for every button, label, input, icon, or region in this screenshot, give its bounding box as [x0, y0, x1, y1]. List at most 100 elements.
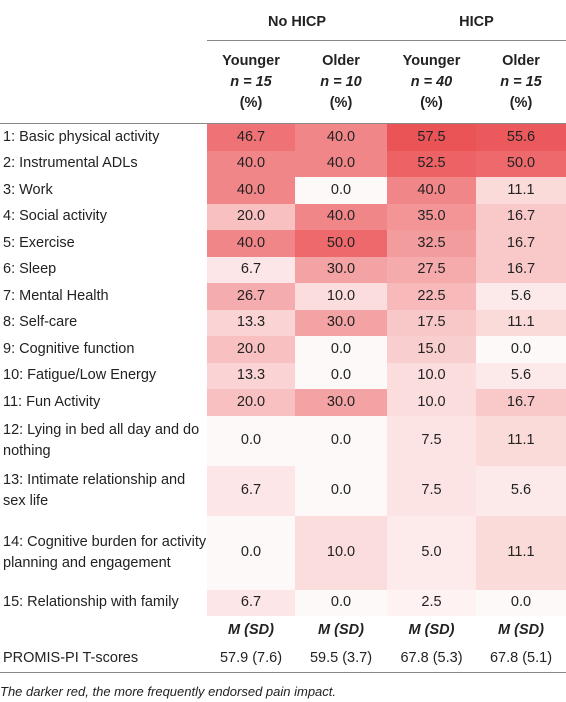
stat-header: M (SD)	[408, 622, 455, 638]
column-unit: (%)	[420, 94, 443, 111]
value-cell: 13.3	[207, 309, 295, 336]
value-cell: 32.5	[387, 230, 476, 257]
column-label: Older	[322, 52, 360, 69]
value-cell: 30.0	[295, 389, 387, 416]
value-cell: 7.5	[387, 415, 476, 466]
column-label: Younger	[222, 52, 280, 69]
value-cell: 40.0	[207, 230, 295, 257]
value-cell: 40.0	[207, 177, 295, 204]
stat-header: M (SD)	[318, 622, 364, 638]
column-label: Older	[502, 52, 540, 69]
value-cell: 20.0	[207, 336, 295, 363]
pain-impact-table: No HICP HICP Younger n = 15 (%) Older n …	[0, 4, 566, 673]
value-cell: 55.6	[476, 123, 566, 151]
column-unit: (%)	[239, 94, 263, 111]
value-cell: 10.0	[295, 515, 387, 590]
value-cell: 16.7	[476, 203, 566, 230]
group-header-hicp: HICP	[387, 4, 566, 41]
header-empty-2	[0, 40, 207, 124]
value-cell: 0.0	[295, 416, 387, 466]
promis-value: 67.8 (5.1)	[476, 644, 566, 673]
value-cell: 10.0	[387, 362, 476, 389]
value-cell: 52.5	[387, 150, 476, 177]
table-header: No HICP HICP Younger n = 15 (%) Older n …	[0, 4, 566, 124]
row-label: 5: Exercise	[3, 234, 75, 251]
value-cell: 6.7	[207, 465, 295, 516]
promis-label: PROMIS-PI T-scores	[0, 644, 207, 673]
value-cell: 57.5	[387, 123, 476, 151]
value-cell: 0.0	[295, 363, 387, 390]
value-cell: 26.7	[207, 283, 295, 310]
row-label: 10: Fatigue/Low Energy	[3, 367, 157, 384]
value-cell: 6.7	[207, 256, 295, 283]
value-cell: 0.0	[207, 416, 295, 466]
table-row: 15: Relationship with family 6.7 0.0 2.5 0.0	[0, 589, 566, 617]
table-body: 1: Basic physical activity 46.7 40.0 57.5 55…	[0, 123, 566, 617]
value-cell: 0.0	[207, 516, 295, 590]
value-cell: 16.7	[476, 230, 566, 257]
row-label: 7: Mental Health	[3, 287, 109, 304]
value-cell: 50.0	[295, 230, 387, 257]
value-cell: 6.7	[207, 589, 295, 616]
column-n: n = 40	[410, 73, 453, 90]
value-cell: 0.0	[295, 590, 387, 617]
column-header: Younger n = 40 (%)	[387, 40, 476, 124]
value-cell: 20.0	[207, 389, 295, 416]
table-summary: M (SD) M (SD) M (SD) M (SD) PROMIS-PI T-…	[0, 616, 566, 673]
table-row: 7: Mental Health 26.7 10.0 22.5 5.6	[0, 283, 566, 310]
row-label: 8: Self-care	[3, 314, 78, 331]
table-row: 5: Exercise 40.0 50.0 32.5 16.7	[0, 230, 566, 257]
row-label: 6: Sleep	[3, 261, 57, 278]
promis-value: 67.8 (5.3)	[387, 644, 476, 673]
value-cell: 5.0	[387, 515, 476, 590]
promis-value: 59.5 (3.7)	[295, 644, 387, 673]
value-cell: 27.5	[387, 256, 476, 283]
value-cell: 7.5	[387, 465, 476, 516]
value-cell: 5.6	[476, 465, 566, 516]
column-n: n = 10	[320, 73, 362, 90]
row-label: 13: Intimate relationship and sex life	[3, 471, 186, 509]
column-header: Older n = 15 (%)	[476, 40, 566, 124]
value-cell: 40.0	[295, 123, 387, 151]
column-n: n = 15	[230, 73, 272, 90]
table-row: 11: Fun Activity 20.0 30.0 10.0 16.7	[0, 389, 566, 416]
value-cell: 0.0	[295, 336, 387, 363]
value-cell: 0.0	[476, 590, 566, 617]
row-label: 9: Cognitive function	[3, 340, 135, 357]
value-cell: 30.0	[295, 309, 387, 336]
row-label: 12: Lying in bed all day and do nothing	[3, 421, 200, 459]
value-cell: 5.6	[476, 362, 566, 389]
header-empty	[0, 4, 207, 41]
value-cell: 40.0	[295, 150, 387, 177]
value-cell: 0.0	[295, 177, 387, 204]
table-row: 3: Work 40.0 0.0 40.0 11.1	[0, 177, 566, 204]
value-cell: 0.0	[476, 336, 566, 363]
table-row: 12: Lying in bed all day and do nothing 0…	[0, 415, 566, 466]
row-label: 3: Work	[3, 181, 53, 198]
column-n: n = 15	[500, 73, 542, 90]
promis-value: 57.9 (7.6)	[207, 644, 295, 673]
table-row: 10: Fatigue/Low Energy 13.3 0.0 10.0 5.6	[0, 362, 566, 390]
table-row: 14: Cognitive burden for activity planni…	[0, 515, 566, 590]
stat-header: M (SD)	[228, 622, 274, 638]
table-row: 4: Social activity 20.0 40.0 35.0 16.7	[0, 203, 566, 230]
group-header-no-hicp: No HICP	[207, 4, 387, 41]
table-row: 6: Sleep 6.7 30.0 27.5 16.7	[0, 256, 566, 283]
value-cell: 11.1	[476, 177, 566, 204]
table-row: 8: Self-care 13.3 30.0 17.5 11.1	[0, 309, 566, 336]
value-cell: 13.3	[207, 362, 295, 389]
value-cell: 16.7	[476, 389, 566, 416]
value-cell: 11.1	[476, 309, 566, 336]
value-cell: 40.0	[207, 150, 295, 177]
table-row: 1: Basic physical activity 46.7 40.0 57.5 55…	[0, 123, 566, 151]
column-header: Younger n = 15 (%)	[207, 40, 295, 124]
value-cell: 10.0	[295, 283, 387, 310]
column-label: Younger	[402, 52, 461, 69]
value-cell: 5.6	[476, 283, 566, 310]
column-header: Older n = 10 (%)	[295, 40, 387, 124]
value-cell: 40.0	[295, 203, 387, 230]
value-cell: 16.7	[476, 256, 566, 283]
column-unit: (%)	[329, 94, 353, 111]
row-label: 2: Instrumental ADLs	[3, 155, 138, 172]
